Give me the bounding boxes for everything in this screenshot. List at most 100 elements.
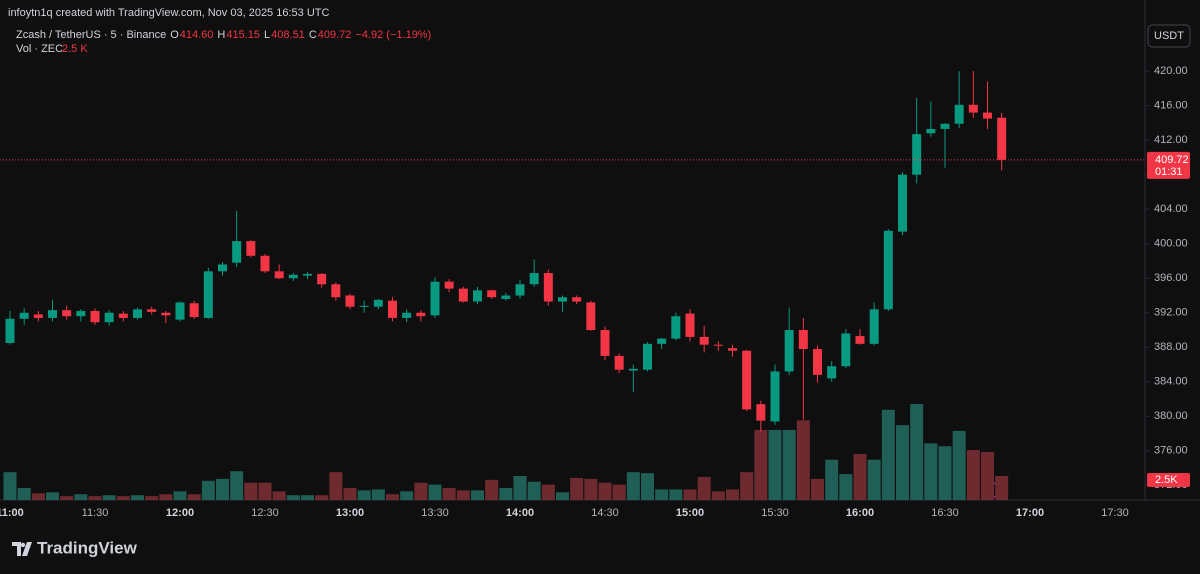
candle-body: [898, 174, 907, 232]
candle-body: [713, 344, 723, 346]
candle-body: [274, 271, 284, 279]
volume-bar: [386, 494, 399, 500]
volume-bar: [711, 491, 725, 500]
candle-body: [926, 128, 936, 134]
candle-body: [473, 290, 482, 302]
candle-body: [529, 273, 539, 285]
y-tick-label: 416.00: [1154, 100, 1188, 112]
candle-body: [388, 300, 397, 318]
volume-bar: [329, 472, 343, 500]
candle-body: [671, 316, 681, 339]
volume-bar: [258, 482, 272, 500]
candle-body: [699, 336, 709, 345]
logo: [12, 542, 32, 556]
candle-body: [246, 241, 256, 256]
currency-button[interactable]: [1147, 24, 1191, 48]
volume-bar: [428, 484, 442, 500]
candle-body: [841, 333, 851, 367]
candle-body: [968, 104, 978, 113]
candle-body: [62, 310, 72, 317]
candle-body: [175, 302, 185, 320]
volume-bar: [966, 450, 980, 500]
volume-bar: [301, 495, 314, 500]
volume-tag-value: 2.5K: [1155, 474, 1178, 486]
candle-body: [855, 336, 865, 344]
ohlc-value: 415.15: [226, 29, 260, 41]
candle-body: [798, 330, 808, 349]
volume-bar: [46, 492, 59, 500]
candle-body: [813, 348, 822, 375]
volume-bar: [839, 474, 853, 500]
volume-bar: [598, 482, 612, 500]
volume-bar: [697, 476, 711, 500]
volume-bar: [88, 496, 102, 500]
volume-bar: [981, 452, 994, 500]
y-tick-label: 404.00: [1154, 203, 1188, 215]
candle-body: [331, 284, 341, 298]
y-tick-label: 420.00: [1154, 65, 1188, 77]
price-tag-value: 409.72: [1155, 154, 1189, 166]
candle-body: [189, 303, 199, 318]
volume-bar: [924, 443, 938, 500]
volume-bar: [3, 472, 17, 500]
candle-body: [883, 230, 893, 310]
volume-bar: [867, 459, 881, 500]
ohlc-value: 409.72: [318, 29, 352, 41]
y-tick-label: 376.00: [1154, 445, 1188, 457]
currency[interactable]: USDT: [1154, 30, 1184, 42]
volume-bar: [527, 481, 541, 500]
candle-body: [770, 371, 780, 422]
candle-body: [288, 274, 298, 279]
candle-body: [33, 314, 43, 318]
y-tick-label: 396.00: [1154, 272, 1188, 284]
volume-bar: [244, 482, 258, 500]
volume-bar: [471, 490, 484, 500]
volume-bar: [952, 430, 966, 500]
y-tick-label: 388.00: [1154, 341, 1188, 353]
volume-bar: [641, 473, 654, 500]
candle-body: [643, 343, 652, 370]
x-tick-label: 16:00: [846, 507, 874, 519]
x-tick-label: 11:30: [82, 507, 109, 519]
candle-body: [586, 302, 596, 331]
volume-bar: [230, 471, 244, 500]
ohlc-label: H: [217, 29, 225, 41]
volume-bar: [216, 478, 229, 500]
volume-tag: [1147, 473, 1190, 487]
candle-body: [345, 295, 355, 307]
candle-body: [402, 312, 412, 318]
volume-bar: [456, 490, 470, 500]
volume-bar: [626, 472, 640, 500]
candle-body: [940, 123, 950, 129]
candle-body: [515, 284, 525, 296]
x-tick-label: 11:00: [0, 507, 24, 519]
x-tick-label: 17:30: [1101, 507, 1129, 519]
volume-bar: [315, 495, 329, 500]
volume-bar: [145, 496, 159, 500]
volume-bar: [556, 492, 569, 500]
volume-bar: [201, 480, 215, 500]
volume-value: 2.5 K: [62, 43, 88, 55]
candle-body: [416, 312, 426, 317]
x-tick-label: 12:00: [166, 507, 194, 519]
ohlc-label: O: [170, 29, 179, 41]
price-tag-countdown: 01:31: [1155, 166, 1183, 178]
x-tick-label: 16:30: [931, 507, 959, 519]
y-tick-label: 412.00: [1154, 134, 1188, 146]
volume-bar: [825, 459, 839, 500]
volume-bar: [811, 478, 824, 500]
x-tick-label: 15:00: [676, 507, 704, 519]
ohlc-label: C: [309, 29, 317, 41]
candle-body: [317, 273, 327, 285]
volume-bar: [485, 479, 499, 500]
candle-body: [232, 241, 242, 263]
ohlc-label: L: [264, 29, 270, 41]
credit: infoytn1q created with TradingView.com, …: [8, 7, 329, 19]
change: −4.92 (−1.19%): [355, 29, 431, 41]
candle-body: [628, 368, 638, 371]
ohlc-value: 408.51: [271, 29, 305, 41]
candle-body: [600, 330, 610, 356]
x-tick-label: 15:30: [761, 507, 789, 519]
volume-bar: [896, 425, 909, 500]
x-tick-label: 14:00: [506, 507, 534, 519]
